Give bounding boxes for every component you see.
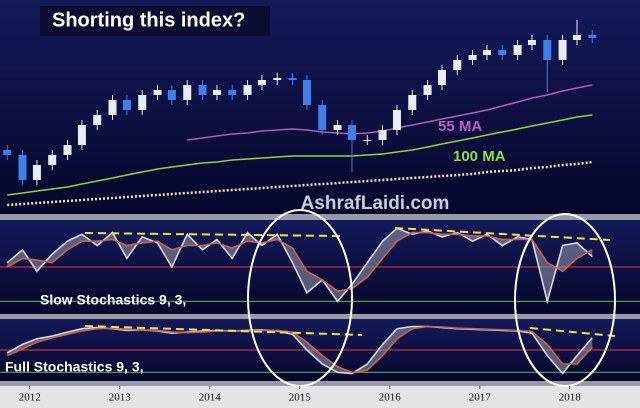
candle-body <box>167 90 176 100</box>
stoch-fill <box>7 228 593 302</box>
series-line <box>6 231 593 292</box>
series-line <box>6 227 593 305</box>
candle-body <box>543 40 552 60</box>
candle-body <box>392 110 401 130</box>
x-tick-label: 2013 <box>109 392 132 404</box>
candle-body <box>257 80 266 85</box>
candle-body <box>558 40 567 60</box>
candle-body <box>482 50 491 55</box>
x-tick-label: 2016 <box>379 392 402 404</box>
trend-line <box>84 232 341 237</box>
candle-body <box>527 40 536 45</box>
x-tick-label: 2012 <box>19 392 41 404</box>
candle-body <box>302 80 311 105</box>
ma-label: 55 MA <box>438 118 482 135</box>
candle-body <box>228 90 237 95</box>
candle-body <box>243 85 252 95</box>
candle-body <box>347 125 356 140</box>
candle-body <box>183 85 192 100</box>
candle-body <box>198 85 207 95</box>
series-line <box>6 325 593 374</box>
chart-title: Shorting this index? <box>52 9 245 31</box>
candle-body <box>588 35 597 38</box>
trend-line <box>394 227 611 241</box>
panel-title: Full Stochastics 9, 3, <box>5 359 144 375</box>
candle-body <box>408 95 417 110</box>
series-line <box>7 160 593 207</box>
candle-body <box>363 140 372 141</box>
ma-label: 100 MA <box>453 148 506 165</box>
candle-body <box>153 90 162 95</box>
candle-body <box>108 100 117 115</box>
x-tick-label: 2014 <box>199 392 222 404</box>
candle-body <box>212 90 221 95</box>
candle-body <box>3 150 12 155</box>
annotations <box>84 227 616 337</box>
watermark: AshrafLaidi.com <box>301 193 450 214</box>
series-line <box>7 114 593 196</box>
separator <box>0 314 640 319</box>
series-line <box>187 84 593 141</box>
candle-body <box>138 95 147 110</box>
candle-body <box>288 78 297 80</box>
candle-body <box>498 50 507 55</box>
plot <box>0 20 640 375</box>
candle-body <box>273 78 282 80</box>
x-axis-band <box>0 386 640 408</box>
candle-body <box>378 130 387 140</box>
candle-body <box>48 155 57 165</box>
candle-body <box>468 55 477 60</box>
separator <box>0 381 640 386</box>
trend-line <box>529 327 616 337</box>
candle-body <box>122 100 131 110</box>
candle-body <box>63 145 72 155</box>
candle-body <box>333 125 342 130</box>
candle-body <box>93 115 102 125</box>
candle-body <box>318 105 327 130</box>
candle-body <box>437 70 446 85</box>
panel-title: Slow Stochastics 9, 3, <box>40 292 186 308</box>
trend-line <box>84 325 363 336</box>
highlight-ellipse <box>514 213 616 387</box>
candle-body <box>513 45 522 55</box>
candle-body <box>572 35 581 40</box>
candle-body <box>32 165 41 180</box>
title-box <box>40 6 270 36</box>
candle-body <box>423 85 432 95</box>
candle-body <box>77 125 86 145</box>
candle-body <box>453 60 462 70</box>
x-tick-label: 2018 <box>559 392 582 404</box>
x-tick-label: 2015 <box>289 392 312 404</box>
candle-body <box>18 155 27 180</box>
x-tick-label: 2017 <box>469 392 492 404</box>
